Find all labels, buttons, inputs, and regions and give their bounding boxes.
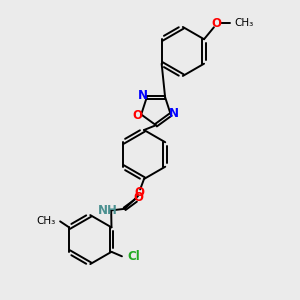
Text: NH: NH <box>98 204 118 217</box>
Text: O: O <box>134 191 143 204</box>
Text: CH₃: CH₃ <box>36 216 56 226</box>
Text: O: O <box>134 186 145 199</box>
Text: N: N <box>138 89 148 102</box>
Text: O: O <box>211 17 221 30</box>
Text: O: O <box>133 109 142 122</box>
Text: CH₃: CH₃ <box>234 18 253 28</box>
Text: Cl: Cl <box>127 250 140 263</box>
Text: N: N <box>169 107 179 120</box>
